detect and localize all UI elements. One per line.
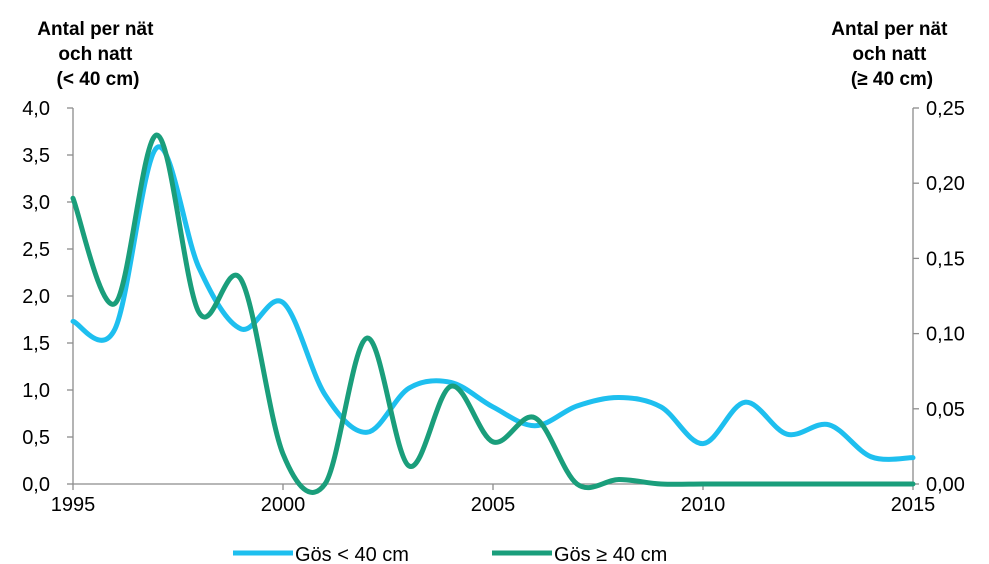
right-axis-ticks: 0,00 0,05 0,10 0,15 0,20 0,25 xyxy=(913,98,965,496)
right-tick-label: 0,10 xyxy=(926,324,965,346)
left-tick-label: 1,0 xyxy=(22,380,50,402)
right-tick-label: 0,20 xyxy=(926,173,965,195)
left-tick-label: 3,5 xyxy=(22,145,50,167)
right-axis-title-line-2: och natt xyxy=(852,44,927,65)
x-tick-label: 2000 xyxy=(261,494,306,516)
legend-label-2: Gös ≥ 40 cm xyxy=(554,544,667,564)
axes xyxy=(72,108,914,485)
right-tick-label: 0,25 xyxy=(926,98,965,120)
x-tick-label: 1995 xyxy=(51,494,96,516)
right-tick-label: 0,05 xyxy=(926,399,965,421)
legend: Gös < 40 cm Gös ≥ 40 cm xyxy=(233,544,667,564)
left-axis-ticks: 0,0 0,5 1,0 1,5 2,0 2,5 3,0 3,5 4,0 xyxy=(22,98,73,496)
right-tick-label: 0,00 xyxy=(926,474,965,496)
left-tick-label: 2,0 xyxy=(22,286,50,308)
left-axis-title-line-3: (< 40 cm) xyxy=(57,69,140,90)
legend-label-1: Gös < 40 cm xyxy=(295,544,409,564)
left-tick-label: 4,0 xyxy=(22,98,50,120)
x-tick-label: 2015 xyxy=(891,494,936,516)
series-lines xyxy=(70,132,916,495)
left-tick-label: 0,0 xyxy=(22,474,50,496)
series-line-2 xyxy=(70,132,916,495)
right-axis-title-line-1: Antal per nät xyxy=(831,19,948,40)
right-tick-label: 0,15 xyxy=(926,248,965,270)
left-tick-label: 3,0 xyxy=(22,192,50,214)
left-tick-label: 2,5 xyxy=(22,239,50,261)
series-line-1 xyxy=(70,144,916,462)
left-tick-label: 1,5 xyxy=(22,333,50,355)
right-axis-title-line-3: (≥ 40 cm) xyxy=(851,69,933,90)
left-axis-title-line-1: Antal per nät xyxy=(37,19,154,40)
left-axis-title-line-2: och natt xyxy=(58,44,133,65)
x-axis-ticks: 1995 2000 2005 2010 2015 xyxy=(51,484,936,516)
x-tick-label: 2005 xyxy=(471,494,516,516)
x-tick-label: 2010 xyxy=(681,494,726,516)
right-axis-title: Antal per nät och natt (≥ 40 cm) xyxy=(831,19,952,90)
left-tick-label: 0,5 xyxy=(22,427,50,449)
left-axis-title: Antal per nät och natt (< 40 cm) xyxy=(37,19,158,90)
